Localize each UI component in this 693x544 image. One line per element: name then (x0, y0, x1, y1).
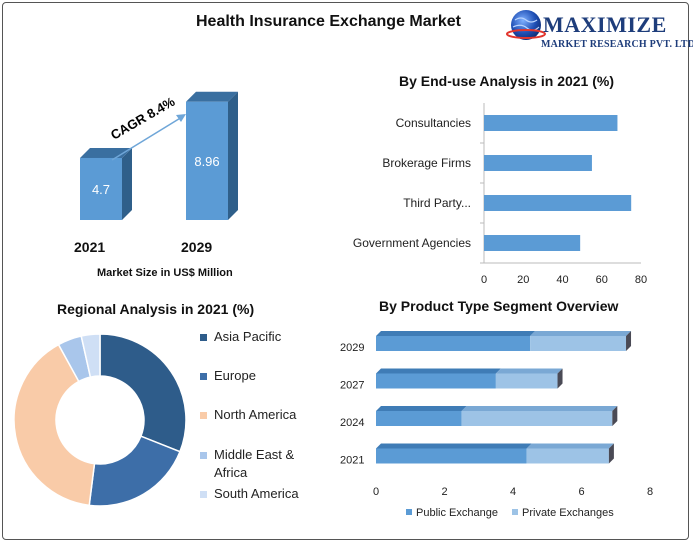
stack-top (461, 406, 618, 411)
market-size-chart: 4.7 8.96 CAGR 8.4% (80, 91, 238, 220)
year-label-2021: 2021 (74, 239, 106, 255)
product-year-label: 2027 (340, 380, 364, 392)
stack-segment-public-exchange (376, 336, 531, 351)
x-tick-label: 40 (556, 274, 568, 286)
bar-2029 (186, 101, 228, 220)
bar-side-2029 (228, 91, 238, 220)
legend-label: Europe (214, 368, 256, 383)
stack-top (376, 406, 467, 411)
x-tick-label: 80 (635, 274, 647, 286)
legend-swatch (200, 491, 207, 498)
logo-tagline: MARKET RESEARCH PVT. LTD. (541, 39, 693, 50)
page-title: Health Insurance Exchange Market (196, 13, 461, 30)
market-size-caption: Market Size in US$ Million (97, 267, 233, 279)
end-use-bar (484, 155, 592, 171)
x-tick-label: 2 (441, 486, 447, 498)
legend-label: Private Exchanges (522, 507, 614, 519)
stack-segment-private-exchanges (530, 336, 627, 351)
stack-segment-private-exchanges (526, 448, 609, 464)
end-use-title: By End-use Analysis in 2021 (%) (399, 73, 614, 89)
legend-swatch (200, 452, 207, 459)
x-tick-label: 20 (517, 274, 529, 286)
x-tick-label: 60 (596, 274, 608, 286)
stack-end-side (608, 443, 614, 464)
donut-slice-asia-pacific (99, 333, 187, 453)
stack-top (376, 368, 501, 374)
stack-end-side (612, 406, 618, 426)
x-tick-label: 4 (510, 486, 516, 498)
legend-swatch (512, 509, 518, 515)
stack-segment-public-exchange (376, 411, 462, 426)
legend-swatch (406, 509, 412, 515)
end-use-chart: Consultancies Brokerage Firms Third Party.… (353, 103, 647, 286)
stack-top (376, 331, 536, 336)
product-year-label: 2024 (340, 417, 364, 429)
legend-label: South America (214, 486, 299, 501)
legend-swatch (200, 373, 207, 380)
x-tick-label: 8 (647, 486, 653, 498)
legend-label: North America (214, 407, 297, 422)
bar-2021 (80, 157, 122, 220)
donut-slice-north-america (13, 343, 96, 507)
stack-end-side (626, 331, 632, 351)
arrow-head-icon (176, 114, 186, 122)
stack-top (376, 443, 532, 449)
x-tick-label: 0 (373, 486, 379, 498)
donut-slice-south-america (80, 333, 101, 378)
legend-label: Asia Pacific (214, 329, 282, 344)
stack-segment-private-exchanges (495, 373, 558, 389)
legend-swatch (200, 412, 207, 419)
end-use-category-label: Third Party... (403, 196, 471, 210)
globe-logo-icon (506, 10, 546, 40)
cagr-label: CAGR 8.4% (108, 94, 178, 143)
bar-side-2021 (122, 147, 132, 220)
donut-slice-europe (88, 435, 181, 507)
stack-top (526, 443, 614, 449)
bar-value-label: 4.7 (92, 182, 110, 197)
bar-value-label: 8.96 (194, 154, 219, 169)
regional-title: Regional Analysis in 2021 (%) (57, 301, 255, 317)
stack-segment-public-exchange (376, 373, 496, 389)
product-year-label: 2029 (340, 342, 364, 354)
legend-label: Middle East & Africa (214, 447, 295, 480)
product-title: By Product Type Segment Overview (379, 298, 619, 314)
end-use-category-label: Government Agencies (353, 236, 471, 250)
end-use-category-label: Consultancies (396, 116, 471, 130)
end-use-bar (484, 235, 581, 251)
year-label-2029: 2029 (181, 239, 213, 255)
end-use-category-label: Brokerage Firms (382, 156, 471, 170)
stack-segment-public-exchange (376, 448, 527, 464)
x-tick-label: 0 (481, 274, 487, 286)
legend-label: Public Exchange (416, 507, 498, 519)
regional-donut-chart (13, 333, 187, 507)
end-use-bar (484, 195, 632, 211)
product-year-label: 2021 (340, 455, 364, 467)
stack-segment-private-exchanges (461, 411, 613, 426)
end-use-bar (484, 115, 618, 131)
product-type-chart: 2029 2027 2024 2021 0 2 4 6 8 Public Exchange Priv… (340, 331, 653, 519)
bar-top-2029 (186, 91, 238, 102)
legend-swatch (200, 334, 207, 341)
cagr-arrow (111, 116, 183, 161)
stack-top (530, 331, 632, 336)
logo-brand: MAXIMIZE (543, 12, 667, 37)
stack-end-side (557, 368, 563, 389)
x-tick-label: 6 (578, 486, 584, 498)
stack-top (495, 368, 563, 374)
